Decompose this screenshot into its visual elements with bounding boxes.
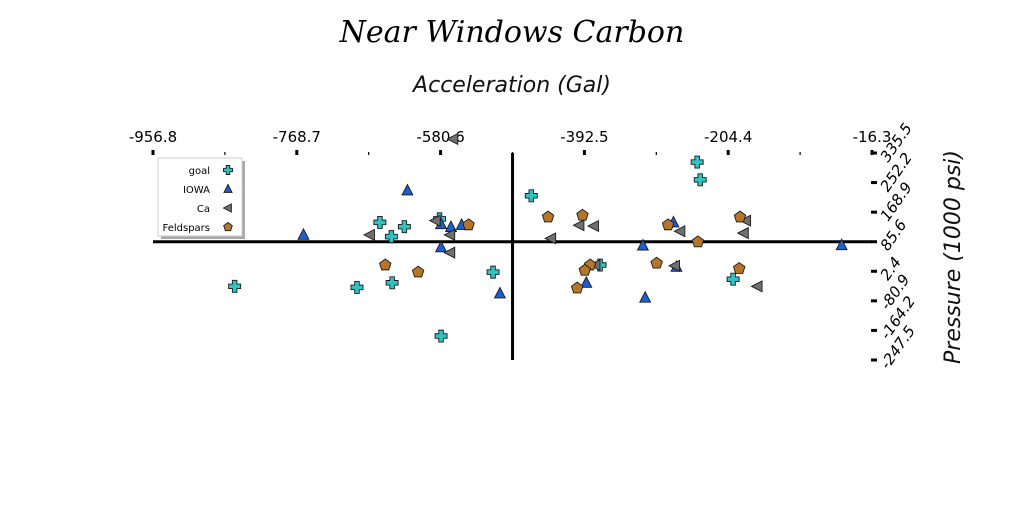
point-feldspars (379, 258, 392, 271)
point-ca (572, 219, 585, 232)
point-feldspars (576, 208, 589, 221)
point-goal (726, 272, 740, 286)
data-points (228, 132, 848, 343)
point-feldspars (691, 235, 705, 248)
point-goal (373, 215, 387, 229)
point-feldspars (570, 281, 584, 294)
point-feldspars (541, 210, 555, 223)
x-tick-label: -392.5 (560, 128, 608, 146)
point-ca (443, 228, 456, 241)
legend: goal IOWA Ca Feldspars (157, 157, 245, 239)
point-ca (668, 259, 680, 272)
point-goal (397, 220, 411, 234)
point-iowa (297, 227, 310, 240)
point-ca (428, 214, 441, 227)
point-feldspars (578, 263, 592, 276)
point-ca (544, 232, 557, 245)
point-ca (443, 246, 456, 259)
legend-marker-goal (223, 165, 233, 175)
point-iowa (493, 286, 507, 299)
point-iowa (401, 183, 414, 196)
point-iowa (639, 290, 652, 303)
point-ca (446, 132, 459, 146)
point-goal (385, 276, 399, 290)
point-iowa (835, 238, 848, 251)
point-goal (350, 280, 364, 294)
y-tick-label: 85.6 (877, 216, 911, 254)
point-ca (586, 219, 599, 233)
x-tick-label: -768.7 (273, 128, 321, 146)
point-goal (228, 279, 242, 293)
point-goal (486, 265, 500, 279)
point-iowa (636, 238, 650, 251)
legend-label-ca: Ca (197, 204, 210, 215)
point-ca (362, 228, 375, 241)
legend-marker-iowa (223, 183, 233, 193)
y-axis-label: Pressure (1000 psi) (941, 150, 966, 364)
legend-label-feldspars: Feldspars (163, 223, 211, 234)
legend-marker-feldspars (223, 221, 233, 232)
point-goal (434, 329, 448, 343)
point-feldspars (462, 218, 475, 231)
point-feldspars (411, 265, 425, 278)
point-iowa (434, 240, 448, 253)
point-feldspars (732, 262, 746, 274)
point-feldspars (650, 256, 663, 269)
point-ca (750, 280, 763, 293)
point-feldspars (733, 210, 747, 223)
x-tick-label: -16.3 (853, 128, 892, 146)
point-ca (736, 226, 749, 240)
point-feldspars (661, 218, 675, 231)
legend-label-goal: goal (189, 166, 210, 177)
point-goal (524, 189, 538, 203)
x-axis-label: Acceleration (Gal) (411, 73, 611, 98)
legend-marker-ca (222, 203, 232, 213)
legend-label-iowa: IOWA (183, 185, 210, 196)
point-goal (693, 173, 707, 187)
point-ca (739, 214, 752, 227)
point-iowa (580, 275, 593, 288)
x-ticks: -956.8 -768.7 -580.6 -392.5 -204.4 -16.3 (129, 128, 892, 155)
x-tick-label: -956.8 (129, 128, 177, 146)
point-ca (673, 225, 686, 238)
point-goal (690, 155, 704, 169)
chart-title: Near Windows Carbon (339, 15, 685, 50)
point-goal (384, 230, 398, 244)
x-tick-label: -204.4 (704, 128, 752, 146)
axes (153, 153, 872, 360)
